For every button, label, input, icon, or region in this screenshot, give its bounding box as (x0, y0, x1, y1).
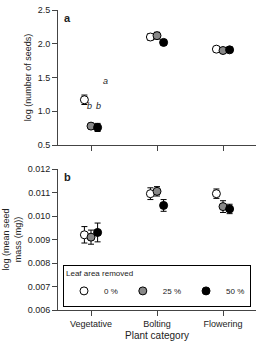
svg-text:Vegetative: Vegetative (70, 319, 112, 329)
svg-text:0 %: 0 % (104, 287, 118, 296)
svg-text:0.008: 0.008 (28, 258, 51, 268)
svg-text:a: a (103, 76, 108, 86)
svg-text:log (number of seeds): log (number of seeds) (23, 34, 33, 122)
svg-text:0.009: 0.009 (28, 235, 51, 245)
svg-text:Leaf area removed: Leaf area removed (66, 269, 133, 278)
svg-text:0.006: 0.006 (28, 305, 51, 315)
svg-text:50 %: 50 % (226, 287, 244, 296)
svg-text:a: a (64, 12, 71, 24)
svg-text:2.5: 2.5 (38, 5, 51, 15)
svg-text:0.012: 0.012 (28, 164, 51, 174)
svg-text:0.011: 0.011 (28, 188, 50, 198)
svg-text:b: b (64, 171, 71, 183)
svg-text:0.007: 0.007 (28, 282, 51, 292)
svg-text:2.0: 2.0 (38, 39, 51, 49)
svg-text:1.0: 1.0 (38, 106, 51, 116)
svg-text:Plant category: Plant category (125, 330, 189, 341)
svg-text:b: b (96, 101, 101, 111)
svg-text:Bolting: Bolting (143, 319, 171, 329)
svg-text:25 %: 25 % (163, 287, 181, 296)
svg-text:0.010: 0.010 (28, 211, 51, 221)
svg-text:b: b (87, 101, 92, 111)
svg-text:log (mean seedmass (mg)): log (mean seedmass (mg)) (1, 208, 23, 270)
svg-text:Flowering: Flowering (203, 319, 242, 329)
svg-text:0.5: 0.5 (38, 140, 51, 150)
svg-text:1.5: 1.5 (38, 73, 51, 83)
